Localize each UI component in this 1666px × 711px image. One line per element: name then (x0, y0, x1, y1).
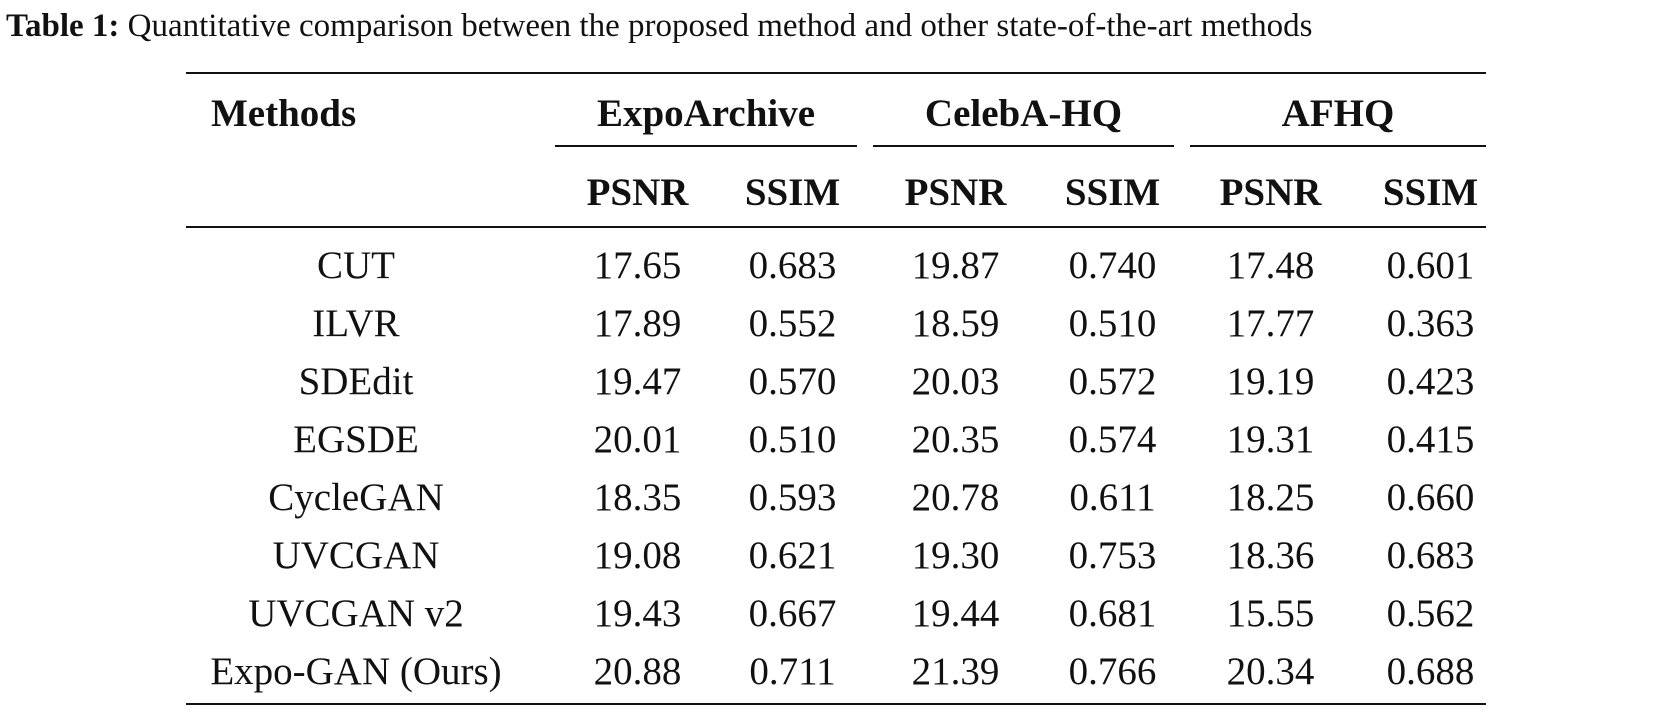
cell-value: 0.510 (1068, 302, 1157, 345)
header-metric: SSIM (1064, 171, 1161, 214)
cell-value: 0.510 (748, 418, 837, 461)
cmidrule-expoarchive (555, 145, 857, 147)
bottom-rule (186, 703, 1486, 705)
row-method: CycleGAN (268, 476, 444, 519)
cell-value: 18.59 (911, 302, 1000, 345)
cell-value: 19.47 (593, 360, 682, 403)
cell-value: 0.711 (749, 650, 836, 693)
cell-value: 18.25 (1226, 476, 1315, 519)
cell-value: 19.44 (911, 592, 1000, 635)
cmidrule-celeba-hq (873, 145, 1174, 147)
cell-value: 0.681 (1068, 592, 1157, 635)
cmidrule-afhq (1190, 145, 1486, 147)
cell-value: 0.423 (1386, 360, 1475, 403)
cell-value: 21.39 (911, 650, 1000, 693)
header-dataset-afhq: AFHQ (1281, 92, 1395, 135)
cell-value: 20.88 (593, 650, 682, 693)
cell-value: 18.35 (593, 476, 682, 519)
cell-value: 18.36 (1226, 534, 1315, 577)
table-caption: Table 1: Quantitative comparison between… (6, 4, 1666, 48)
header-metric: PSNR (1219, 171, 1322, 214)
cell-value: 0.688 (1386, 650, 1475, 693)
header-dataset-celeba-hq: CelebA-HQ (924, 92, 1123, 135)
row-method: SDEdit (298, 360, 414, 403)
cell-value: 17.48 (1226, 244, 1315, 287)
row-method: EGSDE (293, 418, 419, 461)
mid-rule (186, 226, 1486, 228)
cell-value: 20.78 (911, 476, 1000, 519)
cell-value: 0.621 (748, 534, 837, 577)
cell-value: 0.572 (1068, 360, 1157, 403)
cell-value: 20.34 (1226, 650, 1315, 693)
caption-label: Table 1: (6, 8, 120, 44)
cell-value: 19.43 (593, 592, 682, 635)
cell-value: 17.65 (593, 244, 682, 287)
cell-value: 0.593 (748, 476, 837, 519)
header-dataset-expoarchive: ExpoArchive (596, 92, 816, 135)
row-method: UVCGAN (272, 534, 440, 577)
cell-value: 0.683 (1386, 534, 1475, 577)
cell-value: 0.740 (1068, 244, 1157, 287)
cell-value: 0.552 (748, 302, 837, 345)
cell-value: 0.753 (1068, 534, 1157, 577)
header-metric: SSIM (1382, 171, 1479, 214)
row-method: Expo-GAN (Ours) (210, 650, 502, 693)
cell-value: 15.55 (1226, 592, 1315, 635)
header-metric: PSNR (586, 171, 689, 214)
cell-value: 0.570 (748, 360, 837, 403)
cell-value: 0.363 (1386, 302, 1475, 345)
cell-value: 17.89 (593, 302, 682, 345)
cell-value: 19.08 (593, 534, 682, 577)
cell-value: 0.683 (748, 244, 837, 287)
cell-value: 0.611 (1069, 476, 1156, 519)
cell-value: 0.766 (1068, 650, 1157, 693)
cell-value: 0.562 (1386, 592, 1475, 635)
cell-value: 20.03 (911, 360, 1000, 403)
header-metric: PSNR (904, 171, 1007, 214)
top-rule (186, 72, 1486, 74)
cell-value: 19.87 (911, 244, 1000, 287)
row-method: CUT (317, 244, 395, 287)
cell-value: 0.601 (1386, 244, 1475, 287)
cell-value: 20.01 (593, 418, 682, 461)
cell-value: 19.31 (1226, 418, 1315, 461)
header-metric: SSIM (744, 171, 841, 214)
cell-value: 19.19 (1226, 360, 1315, 403)
cell-value: 20.35 (911, 418, 1000, 461)
cell-value: 0.667 (748, 592, 837, 635)
cell-value: 0.574 (1068, 418, 1157, 461)
caption-text: Quantitative comparison between the prop… (127, 8, 1313, 44)
row-method: ILVR (312, 302, 400, 345)
cell-value: 0.660 (1386, 476, 1475, 519)
row-method: UVCGAN v2 (248, 592, 464, 635)
cell-value: 17.77 (1226, 302, 1315, 345)
cell-value: 0.415 (1386, 418, 1475, 461)
header-methods: Methods (211, 92, 357, 135)
cell-value: 19.30 (911, 534, 1000, 577)
